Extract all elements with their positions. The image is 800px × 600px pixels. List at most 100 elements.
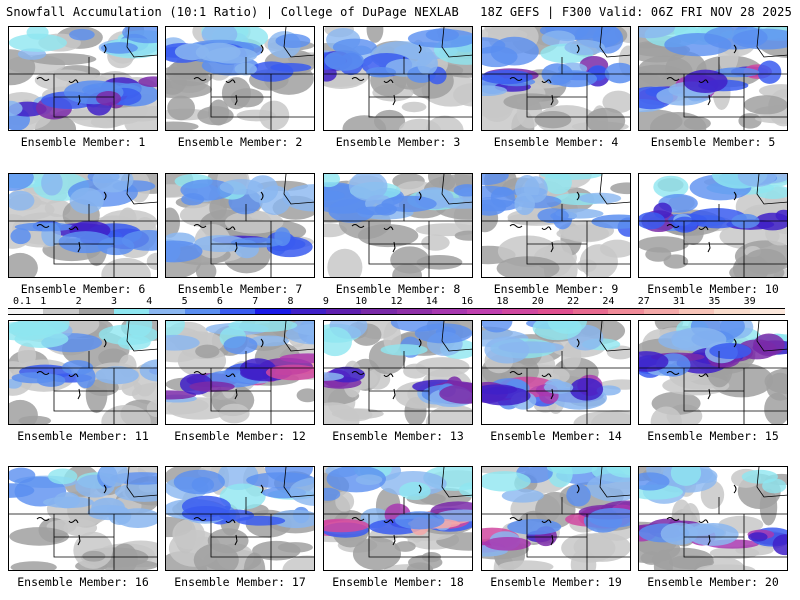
ensemble-map-panel <box>481 320 631 425</box>
ensemble-member-label: Ensemble Member: 16 <box>17 575 149 589</box>
snowfall-map <box>639 174 787 277</box>
colorbar-swatch <box>149 308 186 315</box>
snowfall-map <box>482 467 630 570</box>
colorbar-swatch <box>714 308 751 315</box>
colorbar-tick-label: 6 <box>216 296 223 307</box>
colorbar-tick-label: 35 <box>708 296 721 307</box>
ensemble-map-panel <box>481 173 631 278</box>
ensemble-map-panel <box>638 320 788 425</box>
colorbar-tick-label: 4 <box>146 296 153 307</box>
colorbar-swatch <box>219 308 256 315</box>
ensemble-map-panel <box>481 26 631 131</box>
colorbar-tick-label: 8 <box>287 296 294 307</box>
ensemble-map-panel <box>638 26 788 131</box>
colorbar-tick-label: 7 <box>252 296 259 307</box>
ensemble-map-panel <box>638 466 788 571</box>
snowfall-map <box>639 467 787 570</box>
colorbar-tick-label: 27 <box>637 296 650 307</box>
ensemble-map-panel <box>8 26 158 131</box>
snowfall-map <box>166 321 314 424</box>
ensemble-member-label: Ensemble Member: 9 <box>493 282 619 296</box>
ensemble-member-label: Ensemble Member: 7 <box>177 282 303 296</box>
snowfall-map <box>324 467 472 570</box>
ensemble-member-label: Ensemble Member: 8 <box>335 282 461 296</box>
ensemble-member-label: Ensemble Member: 1 <box>20 135 146 149</box>
colorbar-swatch <box>8 308 44 315</box>
colorbar-swatch <box>184 308 221 315</box>
colorbar-swatch <box>396 308 433 315</box>
snowfall-map <box>9 27 157 130</box>
ensemble-map-panel <box>323 26 473 131</box>
colorbar-swatch <box>467 308 503 315</box>
colorbar-swatch <box>255 308 292 315</box>
colorbar-tick-label: 10 <box>355 296 368 307</box>
colorbar-swatch <box>325 308 362 315</box>
snowfall-map <box>482 27 630 130</box>
ensemble-map-panel <box>8 320 158 425</box>
ensemble-member-label: Ensemble Member: 18 <box>332 575 464 589</box>
ensemble-member-label: Ensemble Member: 19 <box>490 575 622 589</box>
colorbar-swatch <box>113 308 150 315</box>
ensemble-member-label: Ensemble Member: 12 <box>174 429 306 443</box>
colorbar-swatch <box>608 308 645 315</box>
snowfall-map <box>166 174 314 277</box>
ensemble-map-panel <box>165 26 315 131</box>
colorbar-swatch <box>502 308 539 315</box>
snowfall-map <box>482 321 630 424</box>
ensemble-member-label: Ensemble Member: 15 <box>647 429 779 443</box>
snowfall-map <box>324 174 472 277</box>
colorbar-tick-label: 20 <box>531 296 544 307</box>
ensemble-member-label: Ensemble Member: 10 <box>647 282 779 296</box>
ensemble-member-label: Ensemble Member: 5 <box>650 135 776 149</box>
colorbar-tick-label: 22 <box>567 296 580 307</box>
snowfall-colorbar: 0.1 1 2 3 4 5 6 7 8 9 10 12 14 16 18 20 22 24 27 31 35 39 <box>8 296 786 320</box>
ensemble-map-panel <box>8 466 158 571</box>
ensemble-member-label: Ensemble Member: 20 <box>647 575 779 589</box>
snowfall-map <box>482 174 630 277</box>
ensemble-map-panel <box>8 173 158 278</box>
ensemble-map-panel <box>165 320 315 425</box>
ensemble-member-label: Ensemble Member: 3 <box>335 135 461 149</box>
colorbar-tick-label: 9 <box>322 296 329 307</box>
colorbar-tick-label: 14 <box>425 296 438 307</box>
colorbar-swatch <box>78 308 115 315</box>
ensemble-map-panel <box>323 320 473 425</box>
ensemble-map-panel <box>323 173 473 278</box>
ensemble-member-label: Ensemble Member: 4 <box>493 135 619 149</box>
ensemble-member-label: Ensemble Member: 6 <box>20 282 146 296</box>
snowfall-map <box>324 321 472 424</box>
ensemble-member-label: Ensemble Member: 2 <box>177 135 303 149</box>
colorbar-tick-label: 0.1 <box>12 296 32 307</box>
ensemble-map-panel <box>638 173 788 278</box>
snowfall-map <box>9 321 157 424</box>
colorbar-swatch <box>749 308 786 315</box>
colorbar-tick-label: 2 <box>75 296 82 307</box>
colorbar-tick-label: 1 <box>40 296 47 307</box>
colorbar-swatch <box>290 308 327 315</box>
model-run-info: 18Z GEFS | F300 Valid: 06Z FRI NOV 28 20… <box>480 5 792 19</box>
colorbar-tick-label: 5 <box>181 296 188 307</box>
ensemble-member-label: Ensemble Member: 11 <box>17 429 149 443</box>
colorbar-tick-label: 24 <box>602 296 615 307</box>
colorbar-tick-label: 3 <box>110 296 117 307</box>
map-title: Snowfall Accumulation (10:1 Ratio) | Col… <box>6 5 459 19</box>
colorbar-swatch <box>431 308 468 315</box>
colorbar-swatch <box>643 308 680 315</box>
ensemble-member-label: Ensemble Member: 17 <box>174 575 306 589</box>
ensemble-member-label: Ensemble Member: 13 <box>332 429 464 443</box>
colorbar-swatch <box>43 308 80 315</box>
ensemble-map-panel <box>165 173 315 278</box>
colorbar-tick-label: 31 <box>673 296 686 307</box>
snowfall-map <box>166 27 314 130</box>
snowfall-map <box>639 321 787 424</box>
snowfall-map <box>9 174 157 277</box>
colorbar-tick-label: 16 <box>461 296 474 307</box>
colorbar-swatch <box>537 308 574 315</box>
ensemble-member-label: Ensemble Member: 14 <box>490 429 622 443</box>
colorbar-tick-label: 12 <box>390 296 403 307</box>
colorbar-swatch <box>679 308 715 315</box>
colorbar-tick-label: 18 <box>496 296 509 307</box>
colorbar-swatch <box>361 308 397 315</box>
snowfall-map <box>639 27 787 130</box>
ensemble-map-panel <box>323 466 473 571</box>
